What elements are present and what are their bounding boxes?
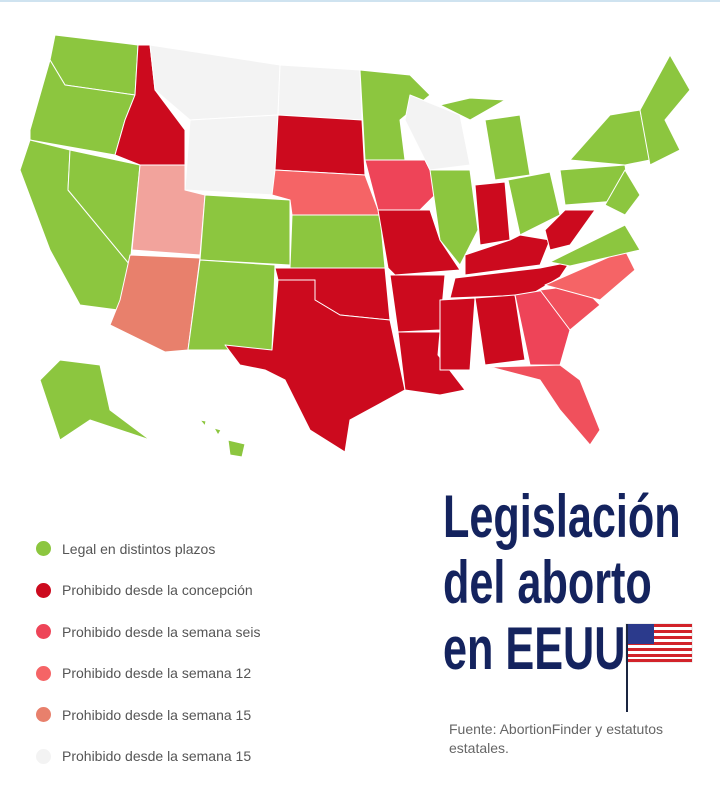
title-line: del aborto	[443, 549, 652, 616]
us-map	[19, 34, 691, 458]
state	[549, 224, 641, 267]
state	[544, 209, 596, 251]
state	[277, 64, 363, 121]
states	[19, 34, 691, 458]
legend-label: Prohibido desde la semana 15	[62, 706, 252, 723]
title-line: en EEUU	[443, 615, 626, 682]
state	[213, 427, 222, 436]
legend-label: Prohibido desde la semana seis	[62, 623, 261, 640]
top-border	[0, 0, 720, 2]
state	[404, 94, 471, 171]
state	[639, 54, 691, 166]
legend-label: Prohibido desde la semana 12	[62, 665, 252, 682]
state	[474, 294, 526, 366]
state	[364, 159, 441, 211]
state	[289, 214, 386, 269]
state	[474, 181, 511, 246]
legend-label: Legal en distintos plazos	[62, 540, 216, 557]
state	[604, 169, 641, 216]
state	[184, 114, 279, 196]
legend-item: Prohibido desde la semana 15	[36, 736, 260, 778]
title-line: Legislación	[443, 483, 681, 550]
state	[484, 114, 531, 181]
flag-icon	[625, 623, 693, 712]
state	[429, 169, 479, 266]
legend-item: Prohibido desde la semana seis	[36, 611, 260, 653]
legend-swatch	[36, 541, 51, 557]
state	[544, 249, 636, 301]
state	[449, 261, 571, 299]
state	[377, 209, 461, 276]
state	[569, 109, 651, 166]
state	[39, 359, 151, 441]
source: Fuente: AbortionFinder y estatutos estat…	[449, 721, 664, 756]
legend: Legal en distintos plazos Prohibido desde…	[36, 528, 260, 777]
state	[489, 364, 601, 446]
legend-label: Prohibido desde la semana 15	[62, 748, 252, 765]
state	[439, 297, 476, 371]
state	[439, 97, 506, 121]
state	[227, 439, 246, 458]
legend-item: Prohibido desde la concepción	[36, 570, 260, 612]
legend-swatch	[36, 707, 51, 723]
state	[199, 419, 207, 427]
state	[187, 259, 276, 351]
legend-item: Prohibido desde la semana 15	[36, 694, 260, 736]
legend-label: Prohibido desde la concepción	[62, 582, 253, 599]
legend-item: Legal en distintos plazos	[36, 528, 260, 570]
legend-swatch	[36, 582, 51, 598]
state	[274, 114, 366, 176]
title: Legislación del aborto en EEUU	[443, 484, 702, 682]
state	[389, 274, 446, 333]
state	[199, 194, 291, 266]
legend-swatch	[36, 624, 51, 640]
legend-item: Prohibido desde la semana 12	[36, 653, 260, 695]
state	[224, 279, 406, 453]
legend-swatch	[36, 748, 51, 764]
legend-swatch	[36, 665, 51, 681]
